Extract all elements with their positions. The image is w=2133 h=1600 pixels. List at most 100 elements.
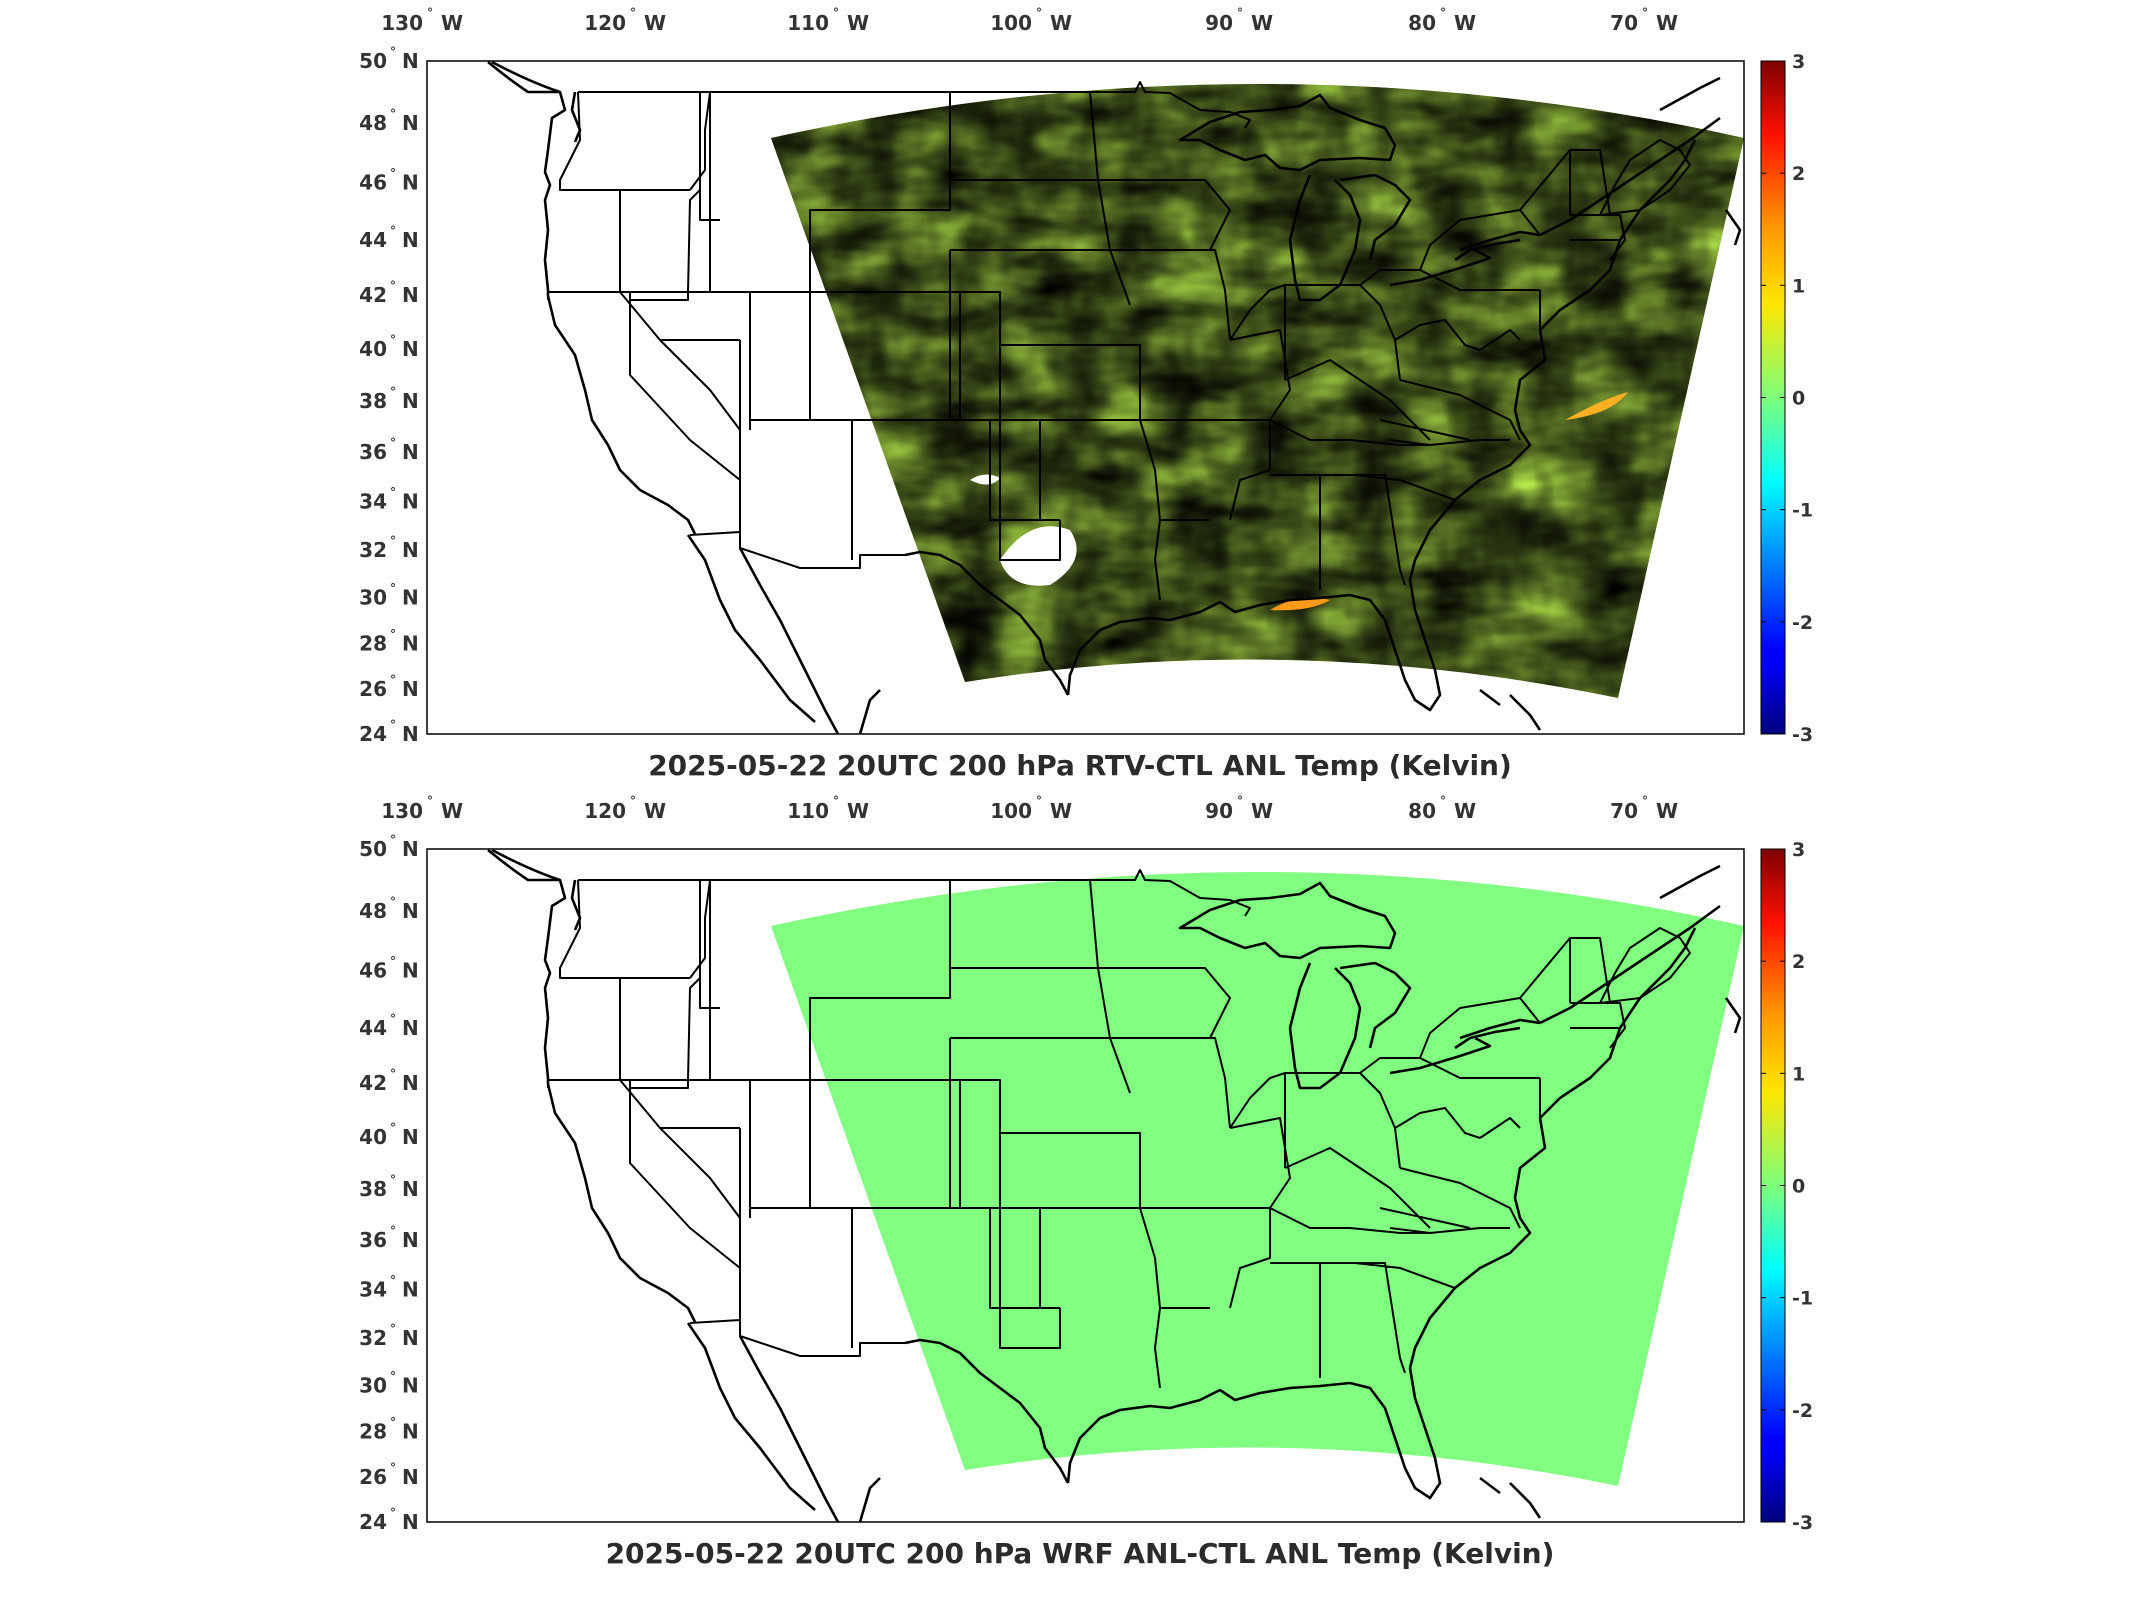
- degree-symbol: °: [1440, 6, 1446, 20]
- lat-label-hemi: N: [402, 538, 419, 562]
- lon-label: 120 ° W: [584, 794, 666, 823]
- lon-label: 100 ° W: [990, 794, 1072, 823]
- lon-label-deg: 70: [1610, 799, 1638, 823]
- lon-label: 90 ° W: [1205, 6, 1273, 35]
- degree-symbol: °: [390, 1067, 396, 1081]
- lon-label: 110 ° W: [787, 6, 869, 35]
- lat-label-hemi: N: [402, 1071, 419, 1095]
- lat-label-hemi: N: [402, 440, 419, 464]
- lat-label: 40 ° N: [359, 333, 419, 361]
- lat-label: 28 ° N: [359, 628, 419, 656]
- lat-label-deg: 26: [359, 677, 387, 701]
- lat-label: 30 ° N: [359, 581, 419, 609]
- lat-label: 24 ° N: [359, 718, 419, 746]
- lon-label-hemi: W: [1454, 11, 1476, 35]
- lon-label-deg: 80: [1408, 11, 1436, 35]
- lat-label-hemi: N: [402, 1016, 419, 1040]
- map-frame: [426, 60, 1745, 735]
- degree-symbol: °: [390, 436, 396, 450]
- lat-label-deg: 32: [359, 1326, 387, 1350]
- lon-label: 100 ° W: [990, 6, 1072, 35]
- lat-label-hemi: N: [402, 1420, 419, 1444]
- lon-label-hemi: W: [1251, 11, 1273, 35]
- lat-label-hemi: N: [402, 228, 419, 252]
- lon-label-deg: 110: [787, 799, 829, 823]
- lon-label: 90 ° W: [1205, 794, 1273, 823]
- degree-symbol: °: [390, 166, 396, 180]
- lat-label-deg: 26: [359, 1465, 387, 1489]
- degree-symbol: °: [1642, 6, 1648, 20]
- lat-label: 48 ° N: [359, 895, 419, 923]
- degree-symbol: °: [427, 6, 433, 20]
- lon-label-hemi: W: [644, 799, 666, 823]
- lon-label-deg: 90: [1205, 11, 1233, 35]
- warm-anomaly-gulf: [1270, 597, 1330, 611]
- lat-label: 24 ° N: [359, 1506, 419, 1534]
- lat-label-hemi: N: [402, 337, 419, 361]
- lat-label-deg: 40: [359, 1125, 387, 1149]
- lat-label: 36 ° N: [359, 1224, 419, 1252]
- lat-label-deg: 34: [359, 490, 387, 514]
- lat-label-hemi: N: [402, 111, 419, 135]
- lon-label-hemi: W: [1050, 799, 1072, 823]
- lat-label: 50 ° N: [359, 833, 419, 861]
- lat-label: 42 ° N: [359, 1067, 419, 1095]
- lat-label: 40 ° N: [359, 1121, 419, 1149]
- lat-label-hemi: N: [402, 1228, 419, 1252]
- degree-symbol: °: [390, 1224, 396, 1238]
- lat-label-hemi: N: [402, 677, 419, 701]
- lat-label-deg: 44: [359, 228, 387, 252]
- lat-label: 26 ° N: [359, 1461, 419, 1489]
- warm-anomaly-atlantic: [1565, 392, 1628, 420]
- degree-symbol: °: [1036, 6, 1042, 20]
- lat-label: 50 ° N: [359, 45, 419, 73]
- lat-label-deg: 50: [359, 49, 387, 73]
- lat-label: 32 ° N: [359, 534, 419, 562]
- lon-label-hemi: W: [847, 799, 869, 823]
- lat-label-hemi: N: [402, 1278, 419, 1302]
- colorbar-tick-label: 1: [1792, 1063, 1805, 1085]
- degree-symbol: °: [427, 794, 433, 808]
- lat-label-deg: 30: [359, 585, 387, 609]
- lat-label: 32 ° N: [359, 1322, 419, 1350]
- lat-label-hemi: N: [402, 958, 419, 982]
- colorbar-tick-label: -2: [1792, 612, 1813, 634]
- degree-symbol: °: [390, 628, 396, 642]
- lon-label-hemi: W: [1050, 11, 1072, 35]
- missing-data-area: [1000, 526, 1077, 586]
- map-frame: [426, 848, 1745, 1523]
- degree-symbol: °: [390, 385, 396, 399]
- degree-symbol: °: [390, 45, 396, 59]
- degree-symbol: °: [390, 1012, 396, 1026]
- degree-symbol: °: [390, 1322, 396, 1336]
- lat-label: 42 ° N: [359, 279, 419, 307]
- lat-label-hemi: N: [402, 49, 419, 73]
- longitude-labels: 130 ° W 120 ° W 110 ° W 100 ° W 90 ° W 80 ° W 70 ° W: [381, 794, 1678, 823]
- degree-symbol: °: [390, 718, 396, 732]
- degree-symbol: °: [390, 224, 396, 238]
- degree-symbol: °: [390, 534, 396, 548]
- lat-label-hemi: N: [402, 585, 419, 609]
- colorbar-tick-label: 0: [1792, 388, 1805, 410]
- colorbar-tick-label: -3: [1792, 724, 1813, 746]
- lat-label: 30 ° N: [359, 1369, 419, 1397]
- lon-label-hemi: W: [441, 799, 463, 823]
- lat-label-deg: 48: [359, 899, 387, 923]
- lon-label: 120 ° W: [584, 6, 666, 35]
- degree-symbol: °: [390, 1173, 396, 1187]
- degree-symbol: °: [630, 794, 636, 808]
- lat-label-deg: 34: [359, 1278, 387, 1302]
- lat-label: 46 ° N: [359, 166, 419, 194]
- lat-label-deg: 44: [359, 1016, 387, 1040]
- colorbar-ticks: 3 2 1 0 -1 -2 -3: [1761, 839, 1813, 1534]
- lat-label-deg: 38: [359, 1177, 387, 1201]
- lon-label: 70 ° W: [1610, 794, 1678, 823]
- lat-label-deg: 32: [359, 538, 387, 562]
- degree-symbol: °: [390, 673, 396, 687]
- lon-label-deg: 100: [990, 11, 1032, 35]
- lat-label: 38 ° N: [359, 385, 419, 413]
- lon-label-hemi: W: [1656, 799, 1678, 823]
- lat-label-deg: 38: [359, 389, 387, 413]
- lon-label: 110 ° W: [787, 794, 869, 823]
- degree-symbol: °: [1237, 6, 1243, 20]
